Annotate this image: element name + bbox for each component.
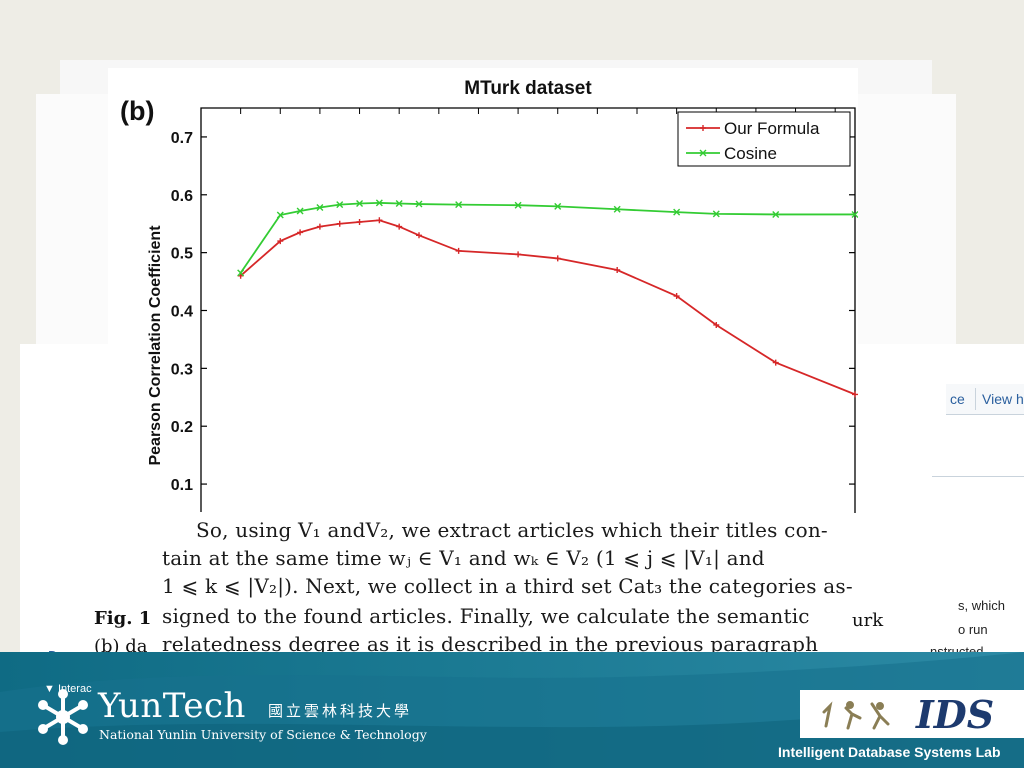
tab-view-history[interactable]: View h	[982, 391, 1024, 407]
figure-caption-right-fragment: urk	[852, 610, 884, 631]
article-line: signed to the found articles. Finally, w…	[162, 604, 810, 628]
series-line-our-formula	[240, 219, 856, 396]
data-point-cosine	[613, 205, 621, 213]
y-tick-label: 0.5	[171, 246, 193, 263]
data-point-cosine	[336, 201, 344, 209]
yuntech-snowflake-icon	[38, 689, 88, 745]
data-point-cosine	[395, 199, 403, 207]
y-tick-label: 0.2	[171, 419, 193, 436]
figure-caption-line2: (b) da	[94, 636, 148, 657]
data-point-our-formula	[772, 359, 779, 366]
y-tick-label: 0.1	[171, 477, 193, 494]
legend-label: Our Formula	[724, 119, 820, 138]
data-point-our-formula	[297, 229, 304, 236]
lab-logo-area	[800, 690, 1024, 738]
panel-label: (b)	[120, 96, 154, 126]
y-tick-label: 0.3	[171, 361, 193, 378]
running-figures-icon	[822, 701, 890, 730]
university-full-name: National Yunlin University of Science & …	[99, 727, 427, 742]
tab-divider	[975, 388, 976, 410]
footer-wave-decoration	[0, 652, 1024, 768]
data-point-cosine	[356, 199, 364, 207]
data-point-cosine	[276, 211, 284, 219]
lab-name: Intelligent Database Systems Lab	[778, 744, 1001, 760]
legend-marker	[699, 149, 707, 157]
tab-source-fragment[interactable]: ce	[950, 391, 965, 407]
data-point-our-formula	[673, 293, 680, 300]
data-point-our-formula	[455, 247, 462, 254]
data-point-our-formula	[416, 232, 422, 239]
university-chinese-name: 國立雲林科技大學	[268, 702, 413, 720]
data-point-our-formula	[316, 223, 323, 230]
legend-marker	[700, 125, 706, 131]
article-line: So, using V₁ andV₂, we extract articles …	[196, 518, 828, 542]
ids-lab-logo: IDS	[916, 692, 995, 737]
text-fragment-run: o run	[958, 622, 988, 637]
data-point-our-formula	[554, 255, 561, 262]
article-line: tain at the same time wⱼ ∈ V₁ and wₖ ∈ V…	[162, 546, 765, 570]
data-point-cosine	[375, 199, 383, 207]
figure-caption-label: Fig. 1	[94, 608, 152, 629]
data-point-cosine	[772, 210, 780, 218]
data-point-our-formula	[277, 238, 284, 245]
chart-title: MTurk dataset	[464, 78, 592, 99]
text-fragment-which: s, which	[958, 598, 1005, 613]
data-point-cosine	[316, 204, 324, 212]
data-point-cosine	[514, 201, 522, 209]
data-point-cosine	[296, 207, 304, 215]
y-tick-label: 0.6	[171, 188, 193, 205]
data-point-cosine	[673, 208, 681, 216]
y-tick-label: 0.4	[171, 304, 193, 321]
legend-label: Cosine	[724, 144, 777, 163]
data-point-our-formula	[852, 391, 858, 398]
data-point-our-formula	[396, 223, 403, 230]
y-axis-label: Pearson Correlation Coefficient	[147, 225, 164, 466]
plot-frame	[200, 107, 856, 513]
university-name-logo: YunTech	[98, 686, 246, 726]
series-line-cosine	[239, 201, 855, 274]
wiki-tab-strip: ce View h	[946, 384, 1024, 415]
data-point-our-formula	[614, 267, 621, 273]
data-point-our-formula	[515, 251, 522, 258]
data-point-cosine	[455, 201, 463, 209]
data-point-cosine	[237, 269, 245, 277]
data-point-cosine	[554, 202, 562, 210]
data-point-our-formula	[376, 217, 383, 224]
data-point-cosine	[712, 210, 720, 218]
data-point-our-formula	[713, 321, 720, 328]
data-point-our-formula	[356, 218, 363, 225]
data-point-our-formula	[336, 220, 343, 227]
text-fragment-interac: ▼ Interac	[44, 683, 92, 695]
line-chart: 0.1 0.2 0.3 0.4 0.5 0.6 0.7 MTurk dataset (b) Pea…	[120, 78, 858, 513]
wiki-divider-line	[932, 476, 1024, 477]
article-line: 1 ⩽ k ⩽ |V₂|). Next, we collect in a thi…	[162, 574, 853, 598]
y-tick-label: 0.7	[171, 130, 193, 147]
legend-box	[677, 111, 851, 167]
data-point-cosine	[415, 200, 423, 208]
data-point-cosine	[851, 210, 858, 218]
